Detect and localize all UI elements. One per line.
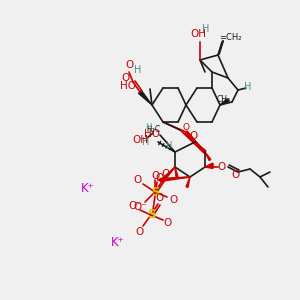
Text: HO: HO xyxy=(144,129,160,139)
Text: O: O xyxy=(189,131,197,141)
Text: =CH₂: =CH₂ xyxy=(219,32,241,41)
Polygon shape xyxy=(175,167,178,177)
Text: K⁺: K⁺ xyxy=(111,236,125,248)
Text: O: O xyxy=(169,195,177,205)
Text: HO: HO xyxy=(120,81,136,91)
Text: O⁻: O⁻ xyxy=(128,201,142,211)
Text: H: H xyxy=(145,124,151,133)
Text: O: O xyxy=(232,170,240,180)
Text: OH: OH xyxy=(132,135,148,145)
Text: O⁻: O⁻ xyxy=(133,202,147,212)
Polygon shape xyxy=(180,130,206,153)
Text: OH: OH xyxy=(190,29,206,39)
Polygon shape xyxy=(185,131,205,152)
Text: O: O xyxy=(136,227,144,237)
Text: O: O xyxy=(217,162,225,172)
Text: O: O xyxy=(151,171,159,181)
Text: H: H xyxy=(202,24,210,34)
Polygon shape xyxy=(160,177,190,182)
Text: K⁺: K⁺ xyxy=(81,182,95,194)
Text: S: S xyxy=(147,208,155,221)
Text: O: O xyxy=(122,73,130,83)
Polygon shape xyxy=(139,91,152,105)
Text: O: O xyxy=(133,175,141,185)
Text: O: O xyxy=(161,169,169,179)
Polygon shape xyxy=(205,152,211,160)
Text: O: O xyxy=(126,60,134,70)
Polygon shape xyxy=(186,177,190,187)
Text: H: H xyxy=(134,65,142,75)
Text: H₂C: H₂C xyxy=(146,125,160,134)
Polygon shape xyxy=(162,167,175,181)
Text: S: S xyxy=(151,185,159,199)
Text: O: O xyxy=(156,173,164,183)
Text: CH₃: CH₃ xyxy=(217,95,231,104)
Polygon shape xyxy=(205,166,213,169)
Text: O: O xyxy=(156,193,164,203)
Text: H: H xyxy=(165,140,171,149)
Polygon shape xyxy=(205,163,213,167)
Text: H: H xyxy=(244,82,252,92)
Text: H: H xyxy=(142,137,150,147)
Polygon shape xyxy=(220,99,229,105)
Text: O: O xyxy=(164,218,172,228)
Text: O: O xyxy=(182,124,190,133)
